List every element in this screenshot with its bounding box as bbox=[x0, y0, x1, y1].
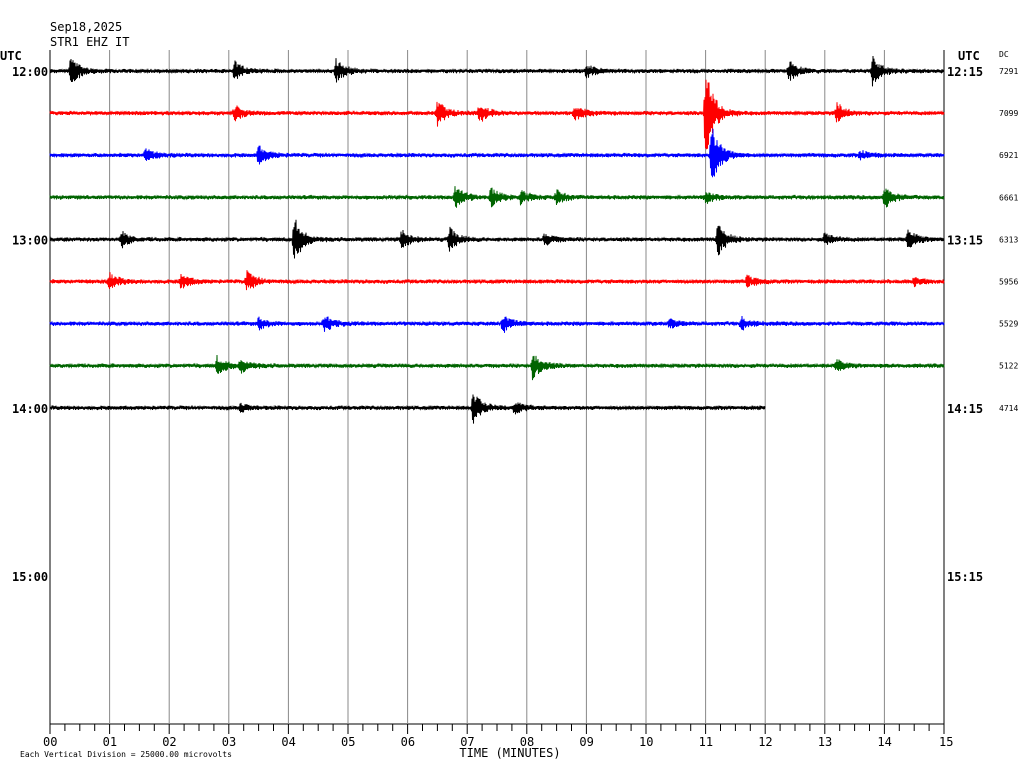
trace-row-1245 bbox=[49, 186, 945, 208]
right-hour-label: 14:15 bbox=[947, 402, 983, 416]
x-tick-label: 00 bbox=[43, 735, 57, 749]
dc-value: 7099 bbox=[999, 109, 1018, 118]
trace-row-1230 bbox=[49, 128, 945, 178]
x-tick-label: 15 bbox=[939, 735, 953, 749]
trace-row-1215 bbox=[49, 79, 945, 150]
left-hour-label: 15:00 bbox=[12, 570, 48, 584]
x-tick-label: 03 bbox=[222, 735, 236, 749]
x-tick-label: 02 bbox=[162, 735, 176, 749]
dc-value: 7291 bbox=[999, 67, 1018, 76]
x-tick-label: 04 bbox=[281, 735, 295, 749]
x-axis: 00 01 02 03 04 05 06 07 08 09 10 11 12 13 14 15 bbox=[43, 724, 953, 749]
trace-row-1330 bbox=[49, 315, 945, 333]
hour-labels: 12:00 13:00 14:00 15:00 12:15 13:15 14:15 15:15 bbox=[12, 65, 983, 584]
trace-row-1345 bbox=[49, 354, 945, 381]
left-hour-label: 12:00 bbox=[12, 65, 48, 79]
x-tick-label: 05 bbox=[341, 735, 355, 749]
x-tick-label: 13 bbox=[818, 735, 832, 749]
dc-value: 6921 bbox=[999, 151, 1018, 160]
trace-row-1400 bbox=[49, 394, 766, 424]
right-hour-label: 13:15 bbox=[947, 233, 983, 247]
trace-row-1300 bbox=[49, 219, 945, 259]
dc-label: DC bbox=[999, 50, 1009, 59]
x-tick-label: 09 bbox=[579, 735, 593, 749]
x-axis-title: TIME (MINUTES) bbox=[459, 746, 560, 760]
trace-row-1315 bbox=[49, 270, 945, 291]
x-tick-label: 11 bbox=[699, 735, 713, 749]
trace-layer bbox=[49, 55, 945, 424]
dc-value: 6661 bbox=[999, 193, 1018, 202]
x-tick-label: 12 bbox=[758, 735, 772, 749]
scale-note: Each Vertical Division = 25000.00 microv… bbox=[20, 750, 232, 759]
x-tick-label: 14 bbox=[877, 735, 891, 749]
trace-row-1200 bbox=[49, 55, 945, 87]
right-utc-label: UTC bbox=[958, 49, 980, 63]
left-utc-label: UTC bbox=[0, 49, 22, 63]
x-tick-label: 01 bbox=[103, 735, 117, 749]
right-hour-label: 15:15 bbox=[947, 570, 983, 584]
x-tick-label: 06 bbox=[401, 735, 415, 749]
x-tick-label: 10 bbox=[639, 735, 653, 749]
station-id: STR1 EHZ IT bbox=[50, 35, 129, 49]
left-hour-label: 13:00 bbox=[12, 233, 48, 247]
dc-value: 5956 bbox=[999, 278, 1018, 287]
dc-labels: 7291 7099 6921 6661 6313 5956 5529 5122 4714 bbox=[999, 67, 1018, 413]
chart-date: Sep18,2025 bbox=[50, 20, 122, 34]
dc-value: 5122 bbox=[999, 362, 1018, 371]
dc-value: 6313 bbox=[999, 235, 1018, 244]
left-hour-label: 14:00 bbox=[12, 402, 48, 416]
dc-value: 4714 bbox=[999, 404, 1018, 413]
grid-layer bbox=[49, 50, 945, 725]
dc-value: 5529 bbox=[999, 320, 1018, 329]
x-tick-label: 08 bbox=[520, 735, 534, 749]
x-tick-label: 07 bbox=[460, 735, 474, 749]
right-hour-label: 12:15 bbox=[947, 65, 983, 79]
